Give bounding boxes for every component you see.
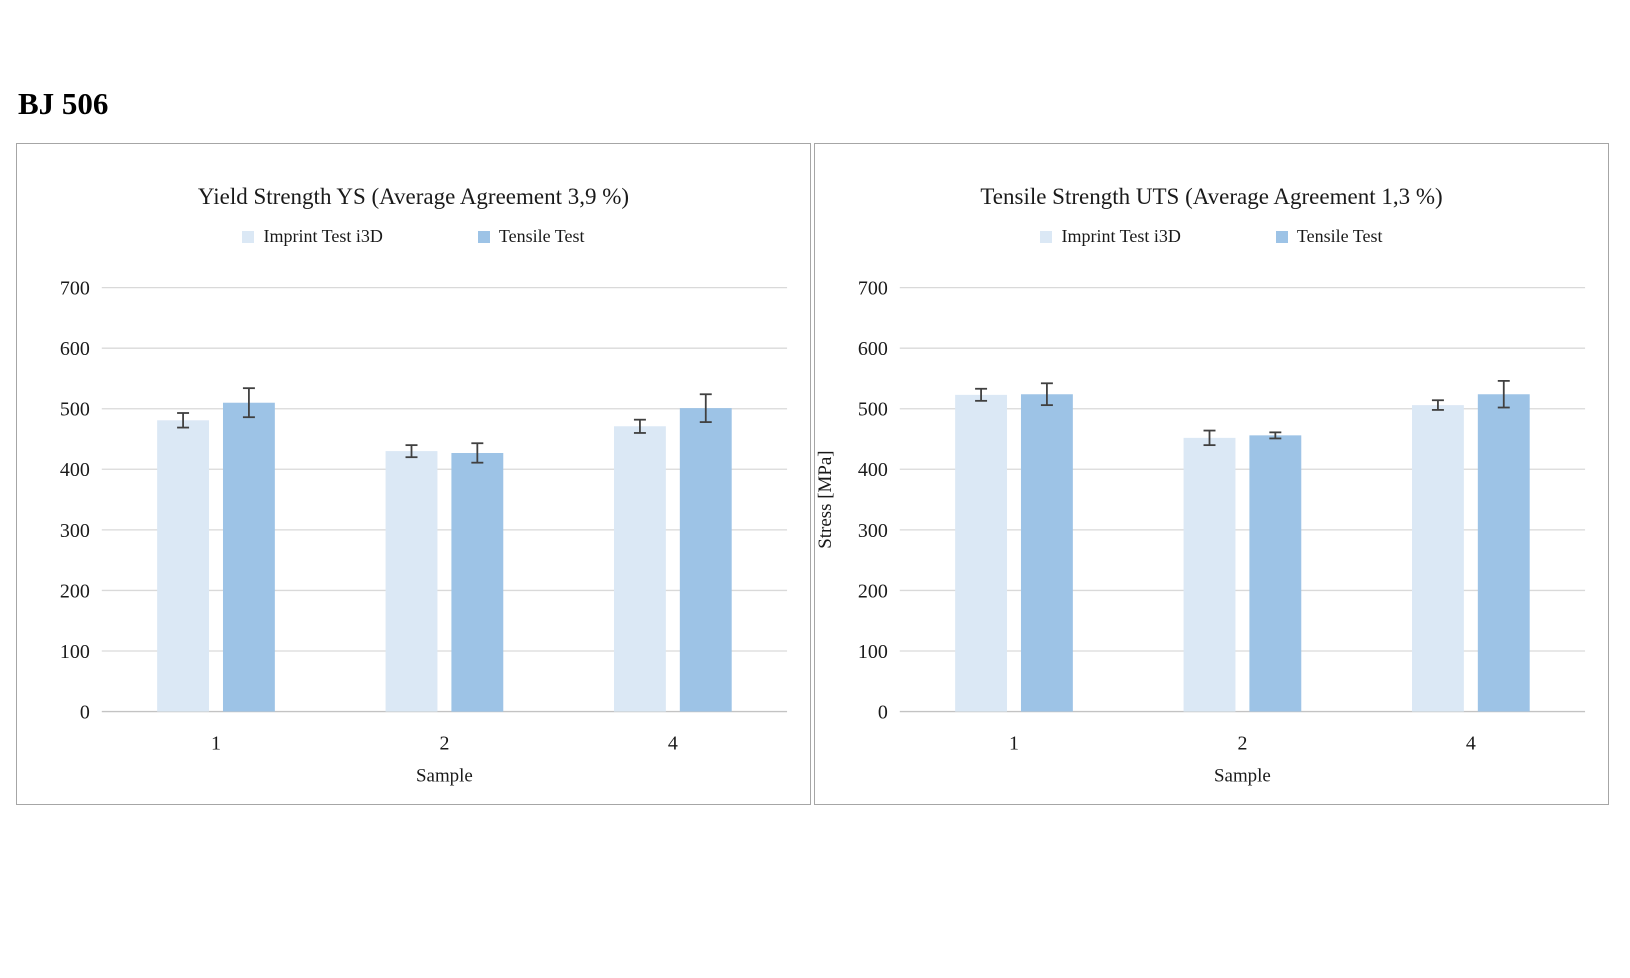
error-bar [1040,382,1053,407]
chart-title: Yield Strength YS (Average Agreement 3,9… [197,184,630,209]
bar [451,453,504,712]
y-tick-label: 100 [858,641,888,663]
bar [679,408,732,712]
y-tick-label: 700 [858,278,888,300]
bar [1020,394,1073,712]
legend-label: Imprint Test i3D [263,226,383,246]
y-tick-label: 200 [858,580,888,602]
error-bar [1497,379,1510,409]
x-tick-label: 2 [439,732,449,754]
chart-legend: Imprint Test i3D Tensile Test [815,226,1608,247]
chart-panel-tensile-strength: Tensile Strength UTS (Average Agreement … [814,143,1609,805]
error-bar [699,393,712,423]
y-tick-label: 0 [878,702,888,724]
bar-chart-tensile-strength: 0 100 200 300 400 500 600 700 1 2 4 Sample Stress [M… [815,278,1586,786]
x-tick-label: 1 [211,732,221,754]
legend-item-imprint-test: Imprint Test i3D [242,226,383,247]
chart-panel-yield-strength: Yield Strength YS (Average Agreement 3,9… [16,143,811,805]
error-bar [1269,431,1282,440]
bar-chart-yield-strength: 0 100 200 300 400 500 600 700 1 2 4 Sample [60,278,788,786]
x-axis-title: Sample [1214,765,1271,786]
legend-label: Tensile Test [498,226,585,246]
error-bar [975,387,988,402]
bar [1183,437,1236,712]
legend-item-tensile-test: Tensile Test [477,226,585,247]
y-tick-label: 400 [60,459,90,481]
charts-row: Yield Strength YS (Average Agreement 3,9… [16,143,1609,805]
x-tick-label: 2 [1237,732,1247,754]
x-tick-label: 4 [668,732,678,754]
y-tick-label: 100 [60,641,90,663]
chart-legend: Imprint Test i3D Tensile Test [17,226,810,247]
chart-title: Tensile Strength UTS (Average Agreement … [980,184,1443,209]
y-tick-label: 300 [858,520,888,542]
error-bar [405,444,418,459]
y-tick-label: 0 [80,702,90,724]
error-bar [633,418,646,434]
error-bar [1203,429,1216,447]
x-tick-label: 1 [1009,732,1019,754]
y-tick-label: 700 [60,278,90,300]
error-bar [471,442,484,464]
legend-swatch-icon [1040,230,1053,243]
error-bar [242,387,255,419]
bar [385,451,438,712]
legend-label: Tensile Test [1296,226,1383,246]
error-bar [177,412,190,429]
bar [1249,435,1302,712]
bar [157,420,210,712]
y-tick-label: 200 [60,580,90,602]
x-axis-title: Sample [416,765,473,786]
bar [955,394,1008,712]
y-tick-label: 600 [858,338,888,360]
bar [613,426,666,712]
legend-item-tensile-test: Tensile Test [1275,226,1383,247]
legend-swatch-icon [1275,230,1288,243]
y-tick-label: 500 [60,399,90,421]
error-bar [1431,399,1444,411]
bar [1477,394,1530,712]
x-tick-label: 4 [1466,732,1476,754]
page-title: BJ 506 [18,86,109,121]
y-tick-label: 300 [60,520,90,542]
bar [1411,405,1464,712]
legend-swatch-icon [242,230,255,243]
y-tick-label: 400 [858,459,888,481]
y-tick-label: 600 [60,338,90,360]
legend-label: Imprint Test i3D [1061,226,1181,246]
legend-item-imprint-test: Imprint Test i3D [1040,226,1181,247]
y-tick-label: 500 [858,399,888,421]
bar [222,402,275,712]
legend-swatch-icon [477,230,490,243]
y-axis-title: Stress [MPa] [815,450,836,548]
